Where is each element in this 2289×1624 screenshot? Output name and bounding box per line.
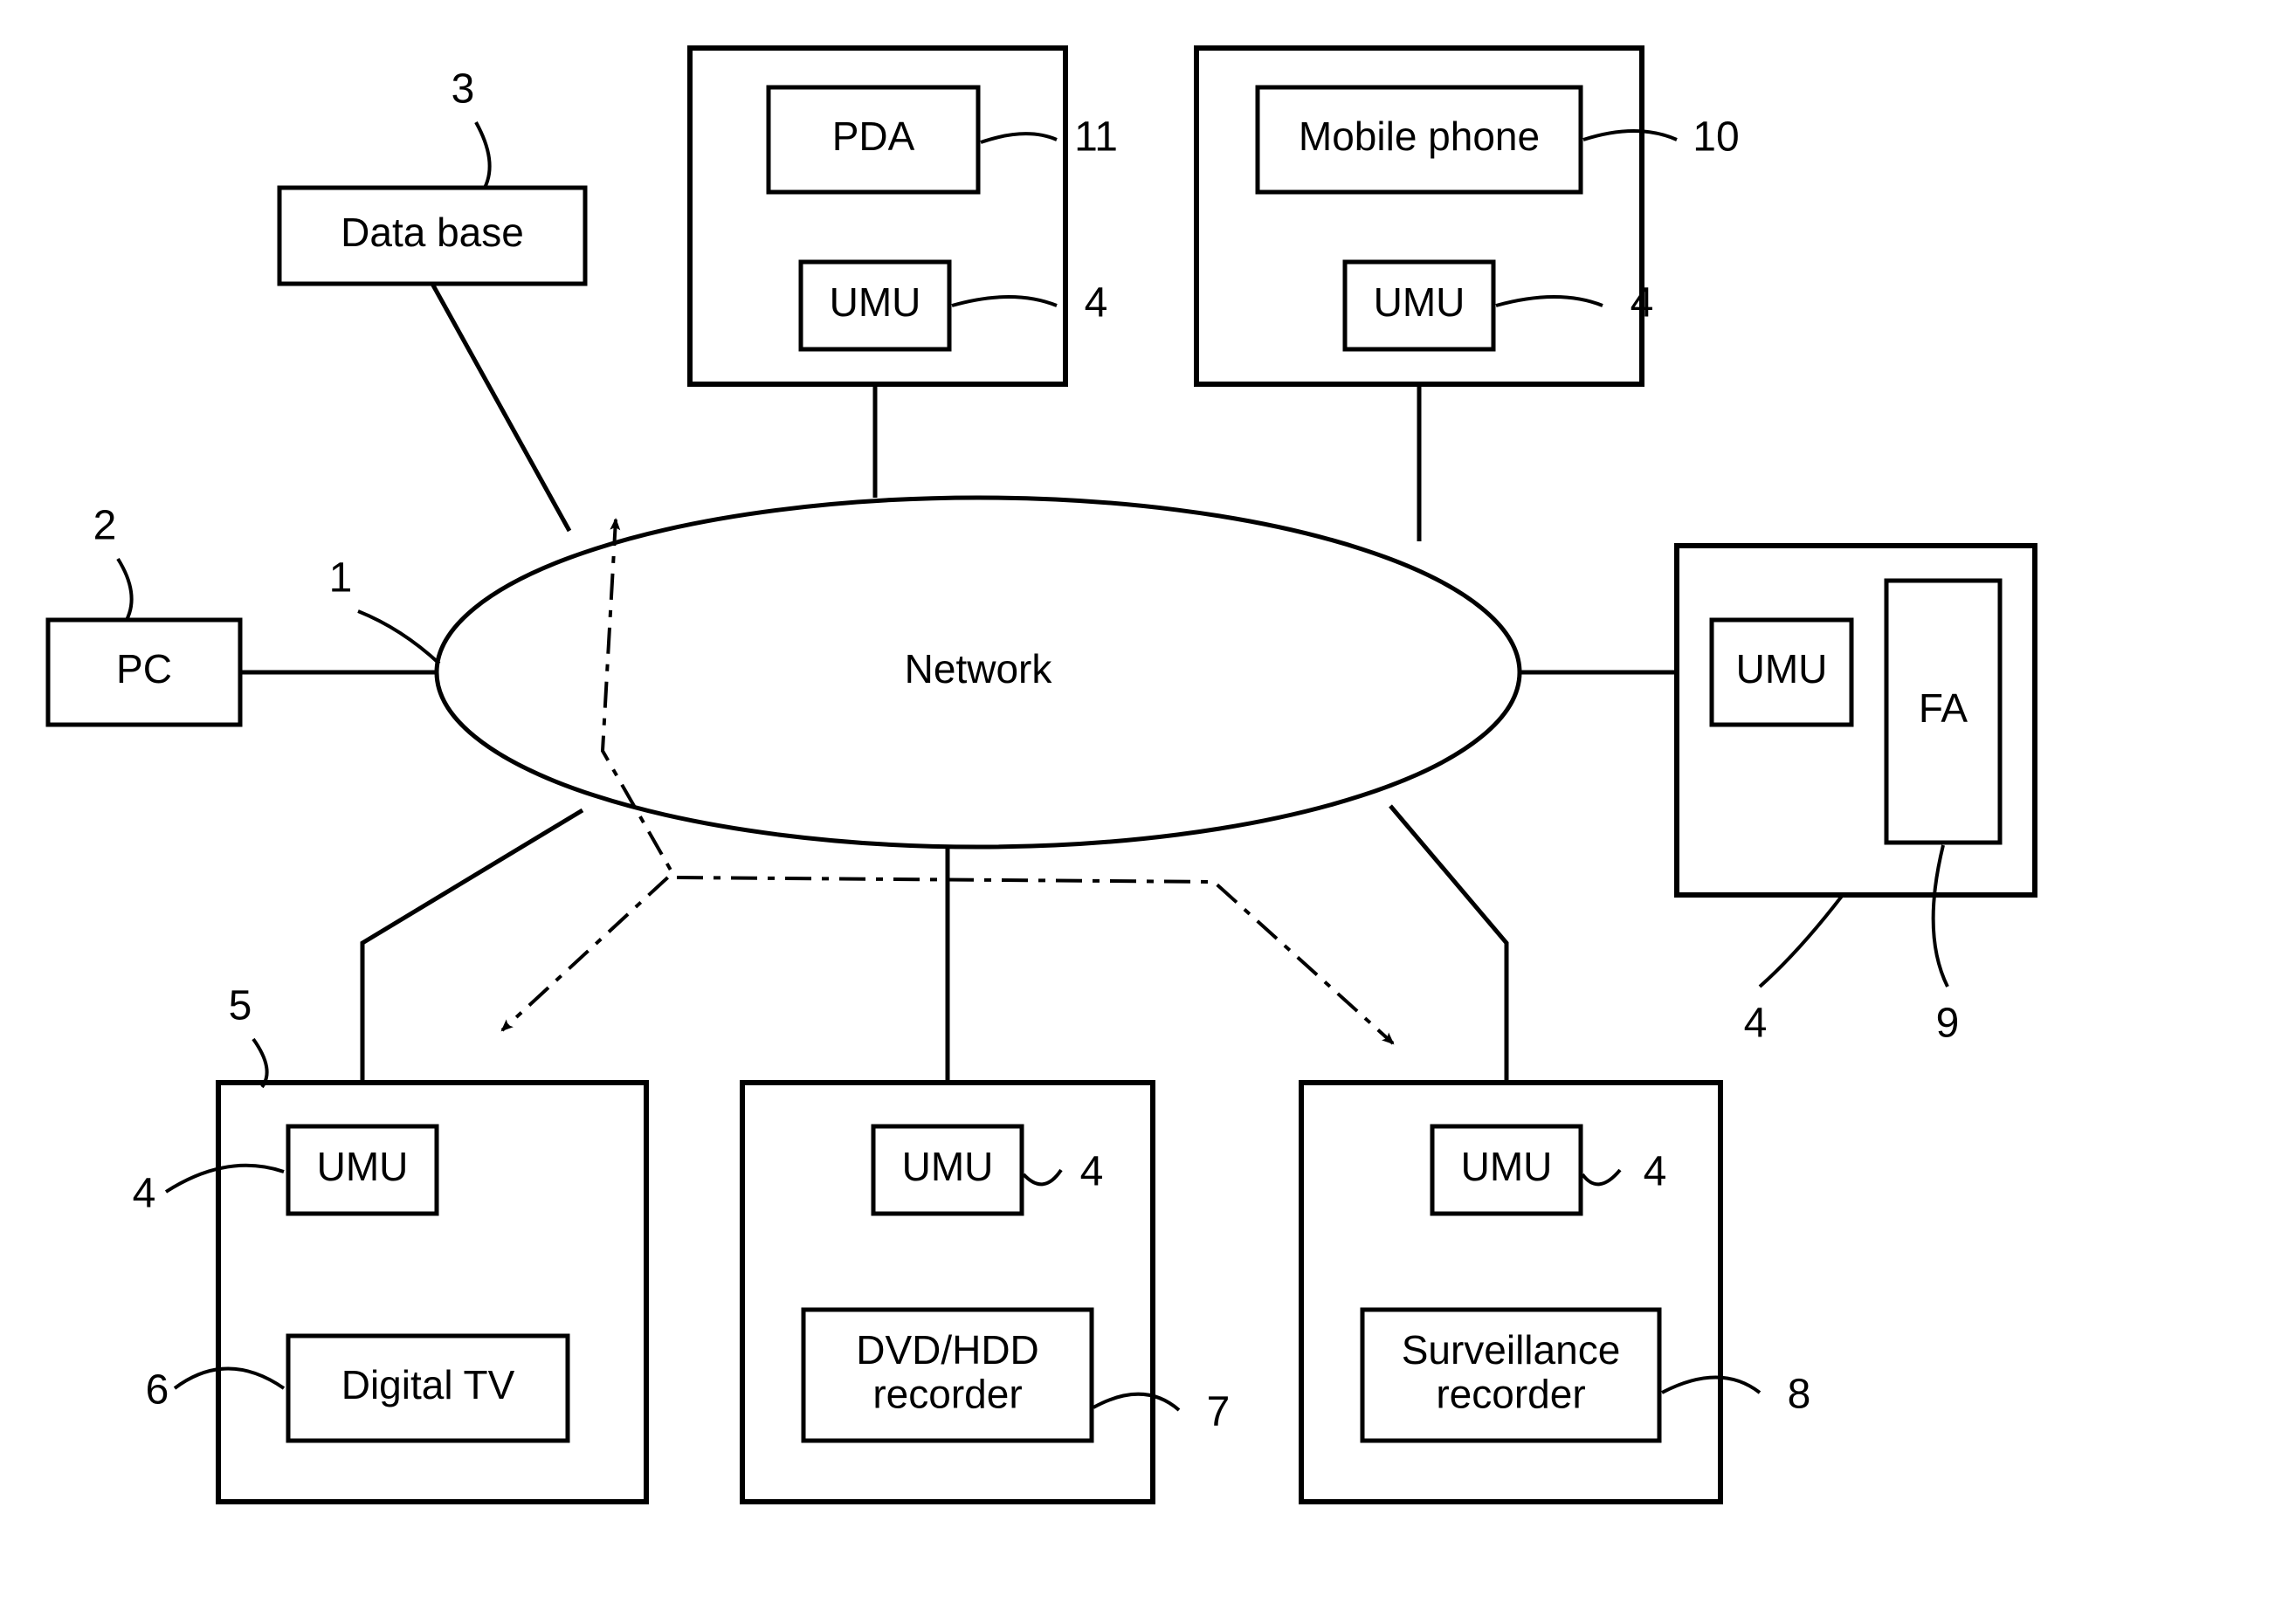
ref-number: 4 — [133, 1171, 156, 1217]
label-pc: PC — [116, 646, 172, 692]
ref-number: 2 — [93, 503, 117, 549]
label-umu_fa: UMU — [1736, 646, 1828, 692]
ref-number: 4 — [1744, 1001, 1768, 1047]
network-label: Network — [905, 646, 1053, 692]
ref-lead — [476, 122, 490, 188]
connection — [362, 810, 583, 1126]
ref-number: 1 — [329, 555, 353, 602]
label-surv: recorder — [1436, 1371, 1585, 1416]
label-umu_dvd: UMU — [902, 1144, 994, 1189]
ref-number: 4 — [1631, 280, 1654, 327]
ref-number: 9 — [1936, 1001, 1960, 1047]
ref-lead — [118, 559, 132, 620]
ref-lead — [253, 1039, 267, 1087]
label-dvd: recorder — [872, 1371, 1022, 1416]
label-dvd: DVD/HDD — [856, 1327, 1039, 1373]
connection — [432, 284, 569, 531]
ref-number: 8 — [1788, 1372, 1811, 1418]
label-pda: PDA — [832, 114, 915, 159]
label-phone: Mobile phone — [1299, 114, 1540, 159]
label-umu_surv: UMU — [1461, 1144, 1553, 1189]
ref-lead — [358, 611, 439, 664]
ref-number: 7 — [1207, 1389, 1231, 1435]
label-umu_pda: UMU — [830, 279, 921, 325]
ref-number: 6 — [146, 1367, 169, 1414]
label-umu_phone: UMU — [1374, 279, 1465, 325]
ref-number: 4 — [1080, 1149, 1104, 1195]
ref-number: 11 — [1074, 114, 1118, 161]
ref-number: 10 — [1693, 114, 1739, 161]
ref-number: 3 — [452, 66, 475, 113]
connection — [1390, 806, 1506, 1126]
label-surv: Surveillance — [1402, 1327, 1621, 1373]
ref-number: 4 — [1644, 1149, 1667, 1195]
label-fa: FA — [1919, 685, 1968, 731]
label-umu_tv: UMU — [317, 1144, 409, 1189]
ref-number: 4 — [1085, 280, 1108, 327]
dashed-arrow — [677, 877, 1393, 1043]
ref-number: 5 — [229, 983, 252, 1029]
label-database: Data base — [341, 210, 524, 255]
ref-lead — [1760, 895, 1843, 987]
label-digital_tv: Digital TV — [341, 1362, 515, 1407]
